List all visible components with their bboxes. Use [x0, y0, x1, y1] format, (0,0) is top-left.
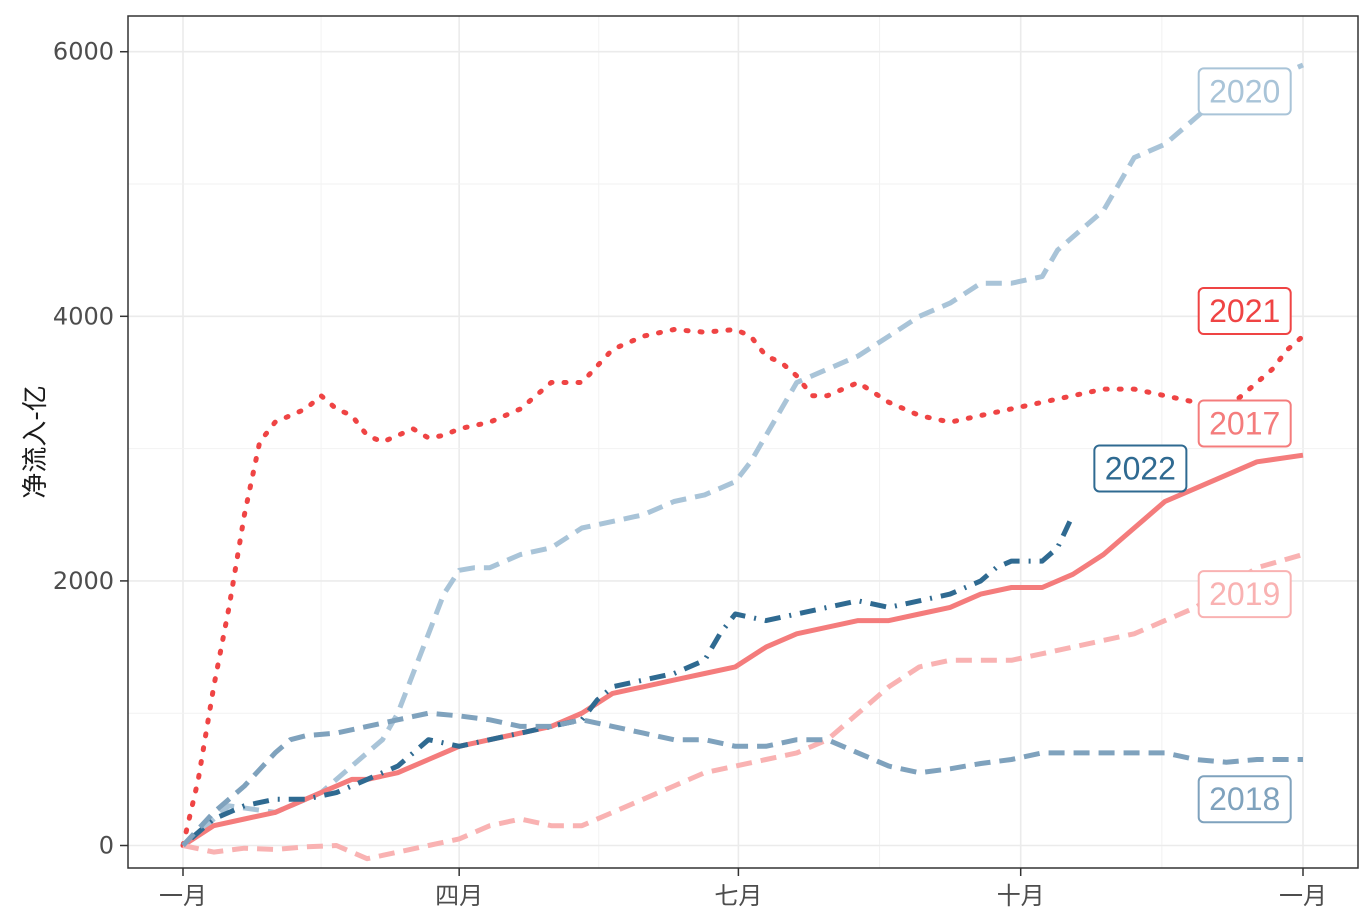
x-tick-label: 四月	[435, 882, 483, 910]
series-label-text: 2019	[1209, 576, 1280, 612]
series-label-2020: 2020	[1197, 67, 1292, 116]
series-label-2019: 2019	[1197, 570, 1292, 619]
y-tick-label: 0	[99, 832, 114, 860]
grid	[128, 16, 1358, 868]
series-label-2022: 2022	[1093, 444, 1188, 493]
y-tick-label: 2000	[53, 567, 114, 595]
y-axis-title: 净流入-亿	[21, 385, 51, 498]
series-label-box	[1197, 399, 1292, 448]
series-line-2018	[181, 710, 1303, 848]
series-label-text: 2022	[1105, 450, 1176, 486]
series-line-2021	[180, 327, 1306, 848]
series-label-2018: 2018	[1197, 775, 1292, 824]
y-tick-label: 4000	[53, 302, 114, 330]
series-line-2022	[181, 513, 1076, 848]
series-label-box	[1197, 775, 1292, 824]
x-tick-label: 一月	[159, 882, 207, 910]
series-label-box	[1197, 287, 1292, 336]
series-label-text: 2020	[1209, 73, 1280, 109]
series-line-2020	[181, 62, 1304, 848]
series-label-text: 2018	[1209, 781, 1280, 817]
series-label-2021: 2021	[1197, 287, 1292, 336]
series-lines	[180, 62, 1306, 862]
x-tick-label: 一月	[1279, 882, 1327, 910]
x-tick-label: 十月	[997, 882, 1045, 910]
series-line-2017	[181, 452, 1304, 848]
series-label-box	[1093, 444, 1188, 493]
series-label-2017: 2017	[1197, 399, 1292, 448]
series-label-box	[1197, 570, 1292, 619]
axes: 一月 四月 七月 十月 一月 0 2000 4000 6000	[53, 38, 1327, 910]
x-tick-label: 七月	[714, 882, 762, 910]
series-label-text: 2021	[1209, 293, 1280, 329]
plot-panel-border	[127, 15, 1359, 869]
y-tick-label: 6000	[53, 38, 114, 66]
series-line-2019	[182, 552, 1304, 862]
series-labels: 2020 2021 2017 2022 2019 2018	[1093, 67, 1292, 824]
series-label-box	[1197, 67, 1292, 116]
series-label-text: 2017	[1209, 405, 1280, 441]
